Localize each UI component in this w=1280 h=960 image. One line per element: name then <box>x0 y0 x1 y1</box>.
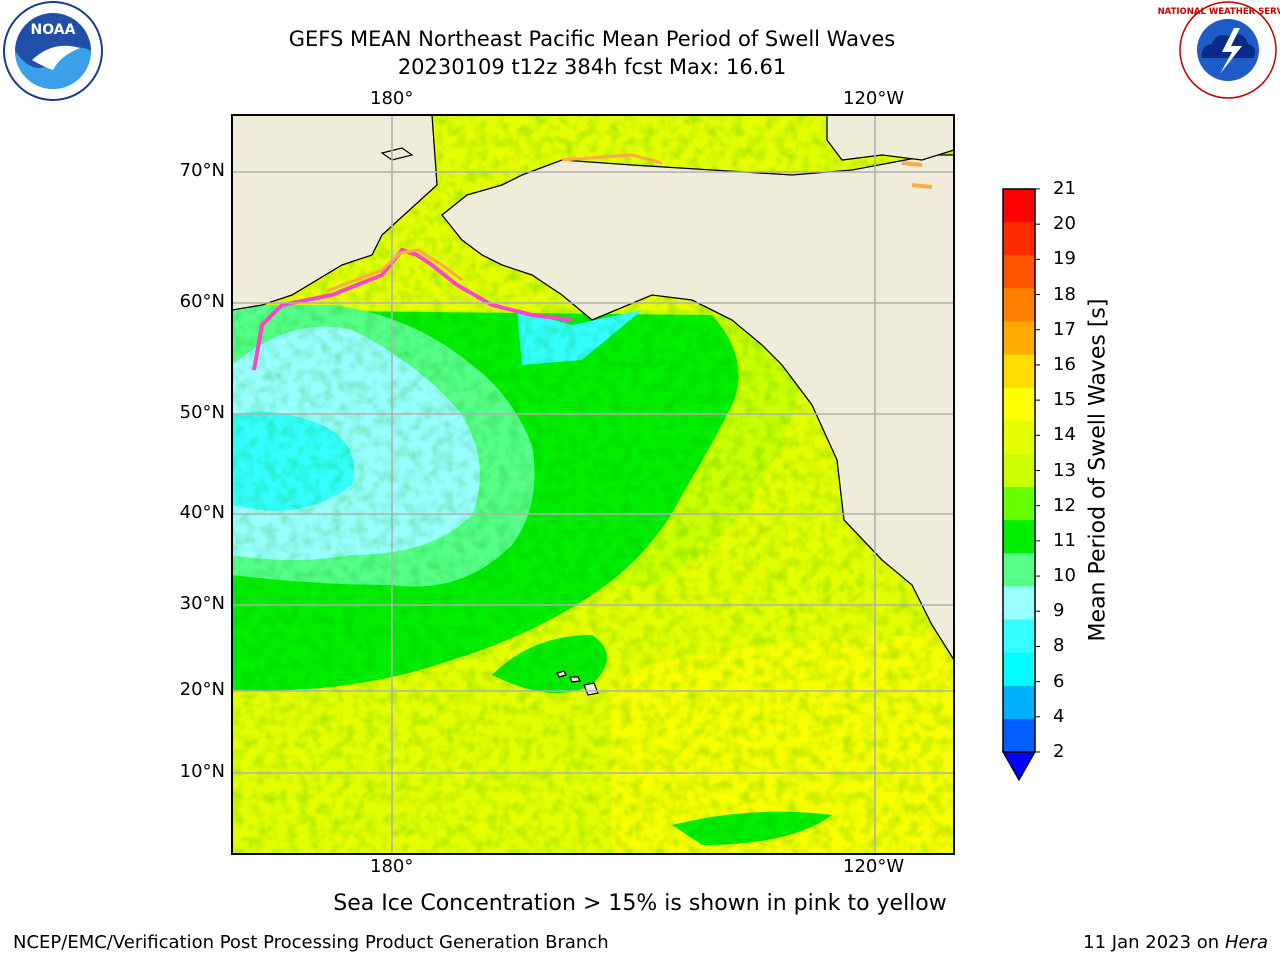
colorbar-tick-label: 11 <box>1053 529 1076 551</box>
sea-ice-edge <box>561 153 663 165</box>
colorbar-cell <box>1003 520 1035 554</box>
footer-date-text: 11 Jan 2023 on <box>1083 932 1220 953</box>
colorbar-cell <box>1003 420 1035 455</box>
colorbar-cell <box>1003 652 1035 687</box>
colorbar-cell <box>1003 487 1035 521</box>
colorbar-cell <box>1003 288 1035 322</box>
colorbar-tick-label: 18 <box>1053 283 1076 305</box>
nws-logo: NATIONAL WEATHER SERVICE <box>1158 1 1280 99</box>
colorbar-tick-label: 12 <box>1053 494 1076 516</box>
colorbar-frame <box>1002 188 1036 753</box>
lat-label-20n: 20°N <box>179 679 225 700</box>
colorbar-cell <box>1003 222 1035 256</box>
footer-host: Hera <box>1224 932 1268 953</box>
lon-label-top-120w: 120°W <box>843 88 905 109</box>
colorbar-tick-label: 17 <box>1053 318 1076 340</box>
colorbar-tick-label: 15 <box>1053 389 1076 411</box>
colorbar-tick-label: 8 <box>1053 635 1065 657</box>
colorbar-tick-label: 16 <box>1053 353 1076 375</box>
colorbar-extend-triangle <box>1001 751 1037 782</box>
lon-label-top-180: 180° <box>370 88 414 109</box>
colorbar-cell <box>1003 453 1035 488</box>
colorbar-tick-label: 9 <box>1053 600 1065 622</box>
lat-label-70n: 70°N <box>179 160 225 181</box>
land-wrangel-island <box>380 147 414 161</box>
colorbar-tick-label: 14 <box>1053 424 1076 446</box>
sea-ice-edge <box>901 161 933 189</box>
colorbar-cell <box>1003 321 1035 356</box>
lon-label-bottom-120w: 120°W <box>843 856 905 877</box>
lat-label-10n: 10°N <box>179 761 225 782</box>
land-north-america <box>441 154 954 662</box>
map-plot <box>231 114 955 855</box>
colorbar-cell <box>1003 685 1035 720</box>
colorbar-cell <box>1003 189 1035 223</box>
sea-ice-note: Sea Ice Concentration > 15% is shown in … <box>333 891 947 916</box>
colorbar-label: Mean Period of Swell Waves [s] <box>1085 298 1111 642</box>
colorbar-cell <box>1003 553 1035 587</box>
lat-label-60n: 60°N <box>179 291 225 312</box>
colorbar-cell <box>1003 619 1035 654</box>
graticule <box>232 115 954 854</box>
colorbar-tick-label: 6 <box>1053 670 1065 692</box>
colorbar-cell <box>1003 354 1035 389</box>
lat-label-50n: 50°N <box>179 402 225 423</box>
colorbar-tick-label: 20 <box>1053 213 1076 235</box>
colorbar-tick-label: 4 <box>1053 705 1065 727</box>
colorbar-cell <box>1003 387 1035 422</box>
footer-date: 11 Jan 2023 on Hera <box>1083 932 1268 953</box>
colorbar-tick-label: 13 <box>1053 459 1076 481</box>
colorbar-tick-label: 2 <box>1053 741 1065 762</box>
sea-ice-edge <box>326 248 463 293</box>
lon-label-bottom-180: 180° <box>370 856 414 877</box>
map-frame <box>231 114 955 855</box>
land-siberia <box>232 115 438 311</box>
lat-label-30n: 30°N <box>179 593 225 614</box>
title-line-2: 20230109 t12z 384h fcst Max: 16.61 <box>397 55 787 79</box>
nws-logo-text: NATIONAL WEATHER SERVICE <box>1158 7 1280 17</box>
colorbar-cell <box>1003 255 1035 289</box>
colorbar-cell <box>1003 586 1035 621</box>
colorbar-tick-label: 19 <box>1053 248 1076 270</box>
lat-label-40n: 40°N <box>179 502 225 523</box>
noaa-logo: NOAA <box>3 1 103 101</box>
noaa-logo-text: NOAA <box>31 22 76 38</box>
land-arctic-islands <box>826 115 954 161</box>
colorbar-tick-label: 10 <box>1053 565 1076 587</box>
colorbar-cell <box>1003 718 1035 753</box>
colorbar <box>1001 188 1040 782</box>
footer-credit: NCEP/EMC/Verification Post Processing Pr… <box>13 932 609 953</box>
title-line-1: GEFS MEAN Northeast Pacific Mean Period … <box>288 27 896 51</box>
colorbar-tick-label: 21 <box>1053 178 1076 199</box>
